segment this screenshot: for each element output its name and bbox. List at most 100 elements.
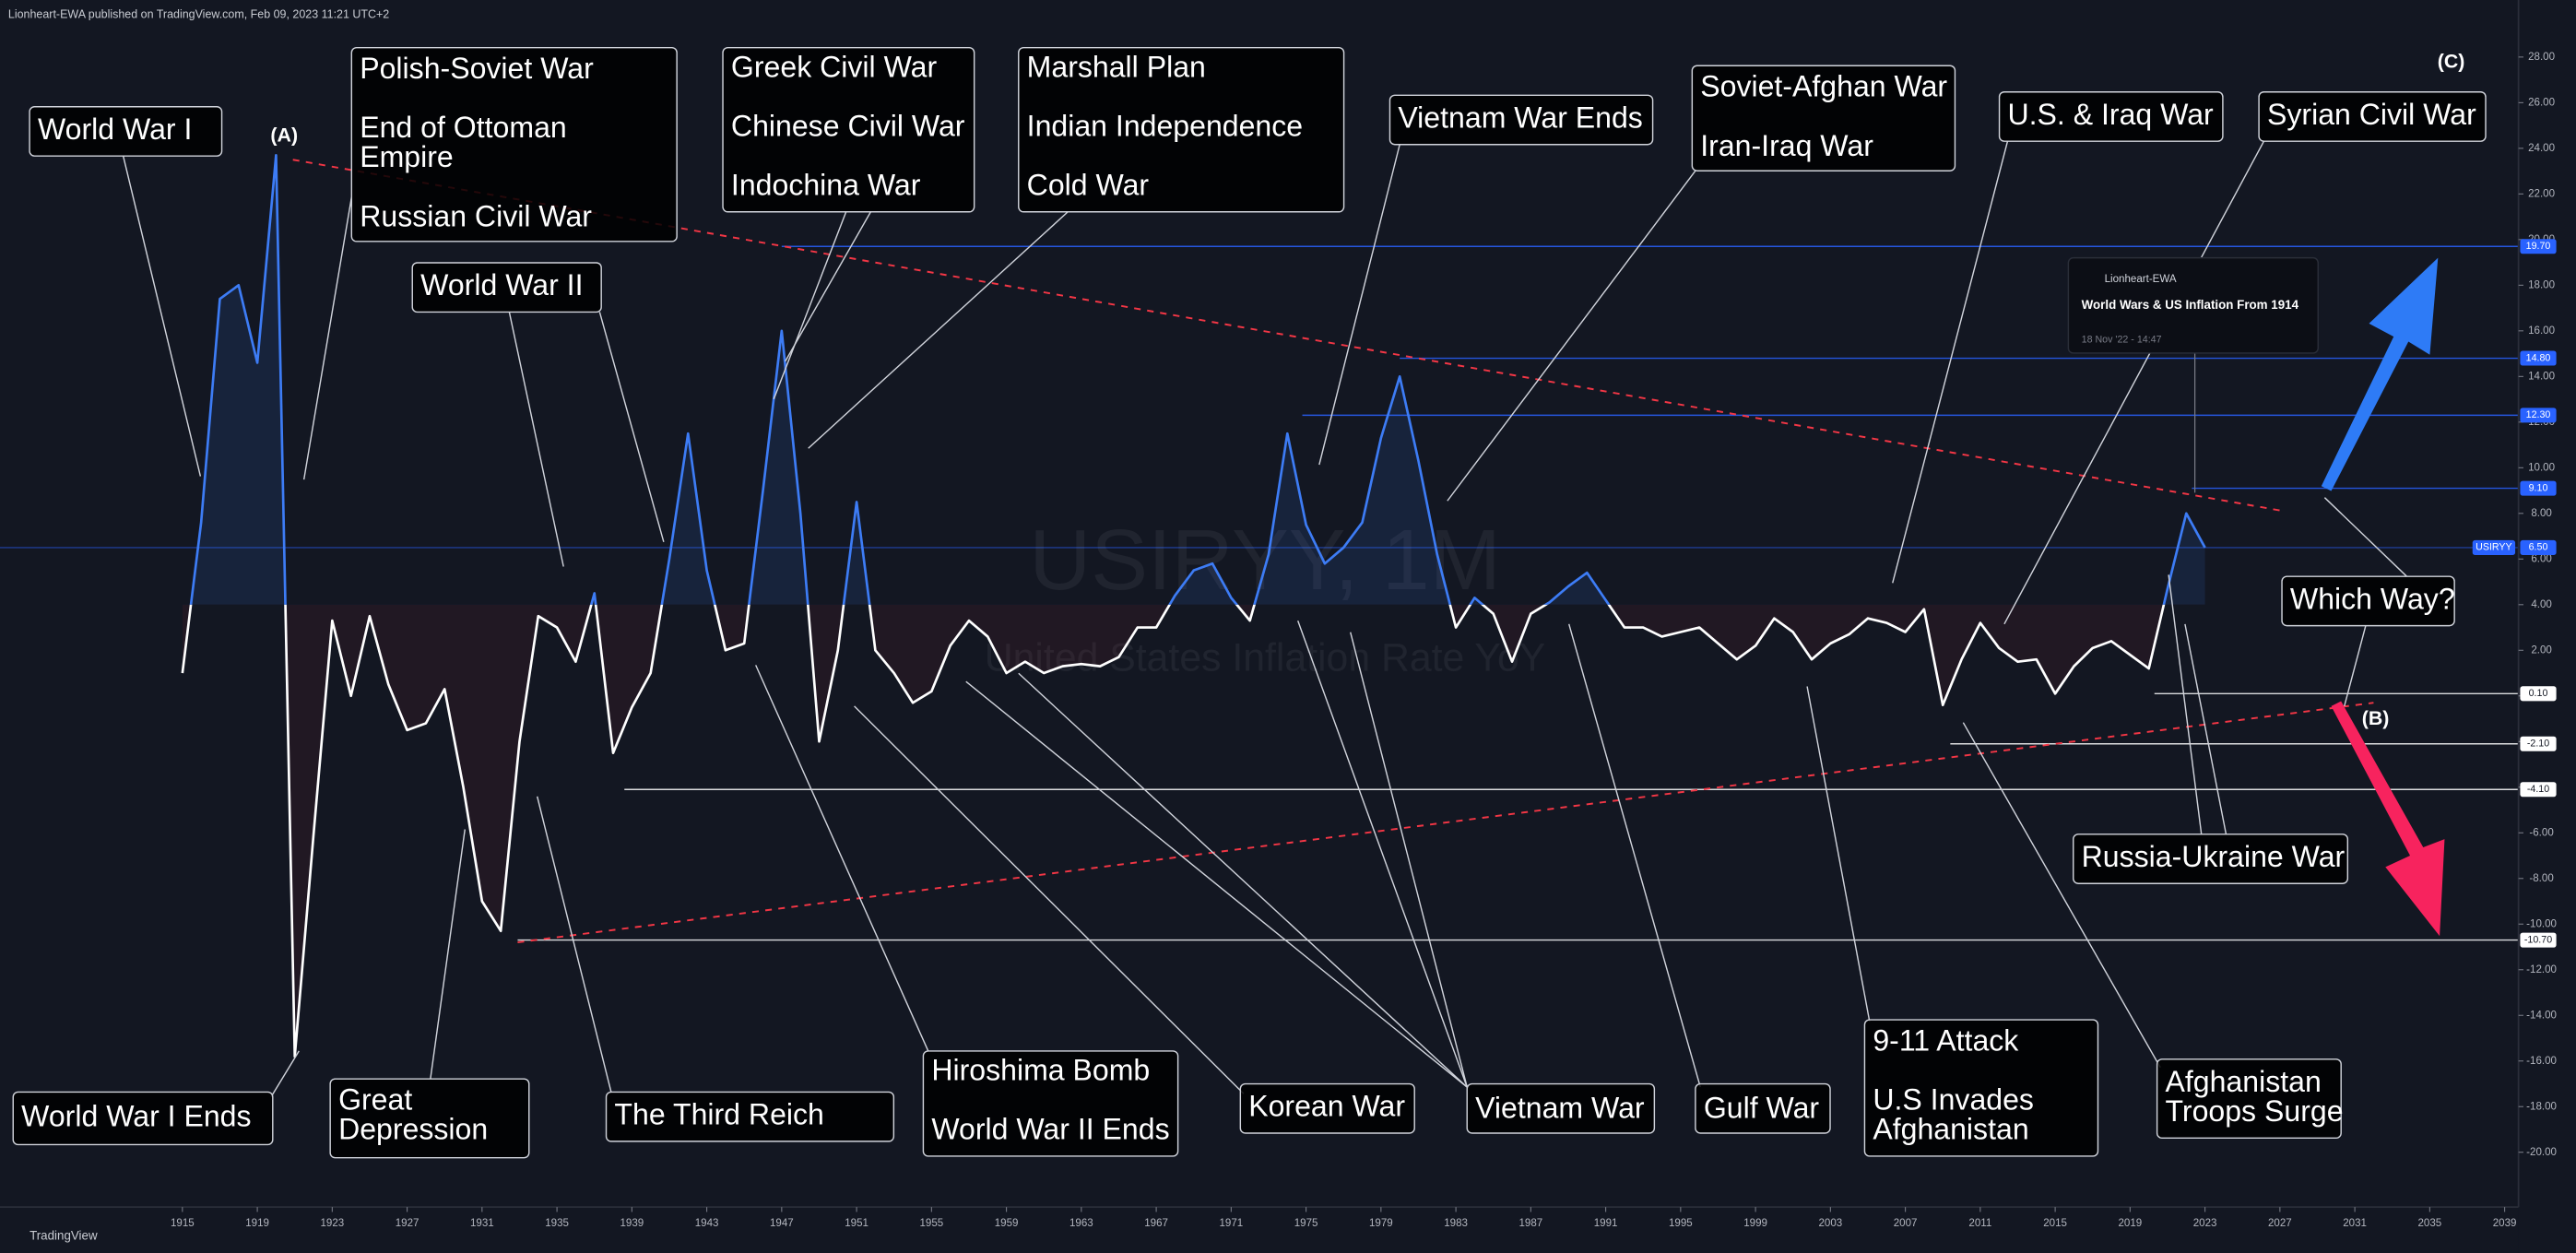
level-label-box bbox=[2520, 480, 2557, 496]
annotation-box bbox=[1695, 1082, 1831, 1134]
level-label: -2.10 bbox=[2527, 739, 2549, 750]
annotation-text: Russian Civil War bbox=[360, 199, 592, 232]
annotation-box bbox=[1239, 1082, 1415, 1134]
x-tick-label: 2015 bbox=[2043, 1218, 2067, 1229]
x-tick-label: 1955 bbox=[919, 1218, 943, 1229]
level-label-box bbox=[2520, 686, 2557, 702]
annotation-box bbox=[2281, 575, 2455, 627]
y-tick-label: -18.00 bbox=[2526, 1101, 2557, 1112]
x-tick-label: 1927 bbox=[396, 1218, 419, 1229]
annotation-box bbox=[1018, 46, 1345, 213]
annotation-box bbox=[605, 1091, 895, 1142]
annotation-pointer bbox=[122, 156, 202, 477]
x-tick-label: 2019 bbox=[2118, 1218, 2142, 1229]
level-label: 12.30 bbox=[2526, 409, 2551, 420]
annotation-text: 9-11 Attack bbox=[1873, 1023, 2019, 1057]
x-tick-label: 1999 bbox=[1743, 1218, 1767, 1229]
annotation-text: Syrian Civil War bbox=[2267, 98, 2476, 131]
level-label: 0.10 bbox=[2529, 688, 2548, 699]
y-tick-label: 18.00 bbox=[2528, 279, 2555, 290]
annotation-text: Chinese Civil War bbox=[731, 109, 965, 142]
annotation-pointer bbox=[1350, 632, 1468, 1088]
series-name-box bbox=[2472, 539, 2516, 555]
annotation-pointer bbox=[2168, 574, 2203, 834]
annotation-box bbox=[2156, 1058, 2342, 1140]
annotation-pointer bbox=[508, 312, 564, 567]
subtitle: United States Inflation Rate YoY bbox=[985, 635, 1546, 680]
annotation-text: World War I bbox=[38, 112, 192, 146]
x-tick-label: 1935 bbox=[545, 1218, 569, 1229]
annotation-box bbox=[2258, 91, 2487, 142]
card-date: 18 Nov '22 - 14:47 bbox=[2082, 335, 2162, 346]
idea-card bbox=[2067, 256, 2319, 354]
x-tick-label: 1951 bbox=[845, 1218, 869, 1229]
annotation-pointer bbox=[430, 829, 466, 1080]
y-tick-label: 26.00 bbox=[2528, 97, 2555, 108]
wave-label: (A) bbox=[270, 124, 298, 146]
y-tick-label: 28.00 bbox=[2528, 52, 2555, 63]
level-label-box bbox=[2520, 408, 2557, 423]
series-name: USIRYY bbox=[2476, 542, 2512, 553]
annotation-box bbox=[350, 46, 678, 242]
annotation-box bbox=[29, 106, 223, 157]
y-tick-label: -10.00 bbox=[2526, 918, 2557, 929]
y-tick-label: 10.00 bbox=[2528, 462, 2555, 473]
level-label-box bbox=[2520, 782, 2557, 798]
level-label-box bbox=[2520, 736, 2557, 751]
time-axis bbox=[0, 1207, 2519, 1253]
annotation-pointer bbox=[808, 211, 1069, 449]
annotation-text: Afghanistan bbox=[1873, 1113, 2028, 1146]
x-tick-label: 2011 bbox=[1968, 1218, 1991, 1229]
wave-label: (B) bbox=[2362, 707, 2390, 729]
annotation-text: The Third Reich bbox=[614, 1098, 823, 1131]
x-tick-label: 1919 bbox=[245, 1218, 269, 1229]
level-label-box bbox=[2520, 239, 2557, 254]
annotation-box bbox=[411, 262, 602, 313]
annotation-text: End of Ottoman bbox=[360, 111, 567, 144]
x-tick-label: 1947 bbox=[770, 1218, 794, 1229]
area-above bbox=[191, 155, 2205, 605]
y-tick-label: -20.00 bbox=[2526, 1147, 2557, 1158]
level-label: 6.50 bbox=[2529, 542, 2548, 553]
y-tick-label: 16.00 bbox=[2528, 325, 2555, 337]
annotation-pointer bbox=[270, 1050, 300, 1098]
annotation-box bbox=[1863, 1019, 2099, 1157]
y-tick-label: 6.00 bbox=[2531, 553, 2552, 564]
annotation-pointer bbox=[773, 211, 847, 400]
annotation-box bbox=[1998, 91, 2224, 142]
wave-label: (C) bbox=[2438, 50, 2465, 72]
annotation-box bbox=[12, 1091, 274, 1146]
y-tick-label: 4.00 bbox=[2531, 599, 2552, 610]
annotation-pointer bbox=[2323, 497, 2407, 577]
x-tick-label: 1959 bbox=[995, 1218, 1019, 1229]
y-tick-label: -12.00 bbox=[2526, 964, 2557, 975]
y-tick-label: 24.00 bbox=[2528, 143, 2555, 154]
level-label: -10.70 bbox=[2524, 934, 2552, 945]
trendline bbox=[292, 159, 2285, 513]
annotation-text: World War I Ends bbox=[21, 1099, 251, 1132]
x-tick-label: 1991 bbox=[1594, 1218, 1618, 1229]
annotation-pointer bbox=[598, 312, 665, 542]
card-author: Lionheart-EWA bbox=[2105, 274, 2177, 285]
trendline bbox=[517, 702, 2374, 944]
annotation-text: Depression bbox=[338, 1113, 488, 1146]
footer: TradingView bbox=[30, 1229, 98, 1243]
annotation-pointer bbox=[854, 705, 1245, 1094]
x-tick-label: 1975 bbox=[1294, 1218, 1318, 1229]
y-tick-label: 14.00 bbox=[2528, 371, 2555, 382]
annotation-text: U.S. & Iraq War bbox=[2007, 98, 2214, 131]
x-tick-label: 1939 bbox=[620, 1218, 644, 1229]
annotation-text: World War II Ends bbox=[931, 1113, 1169, 1146]
annotation-text: Gulf War bbox=[1704, 1092, 1820, 1125]
annotation-pointer bbox=[2344, 625, 2367, 707]
x-tick-label: 2007 bbox=[1894, 1218, 1918, 1229]
x-tick-label: 2023 bbox=[2193, 1218, 2217, 1229]
y-tick-label: 2.00 bbox=[2531, 644, 2552, 656]
line-above bbox=[189, 153, 2206, 605]
annotation-pointer bbox=[785, 211, 872, 362]
x-tick-label: 1923 bbox=[320, 1218, 344, 1229]
annotation-box bbox=[1388, 94, 1654, 146]
up-arrow bbox=[2321, 257, 2439, 491]
